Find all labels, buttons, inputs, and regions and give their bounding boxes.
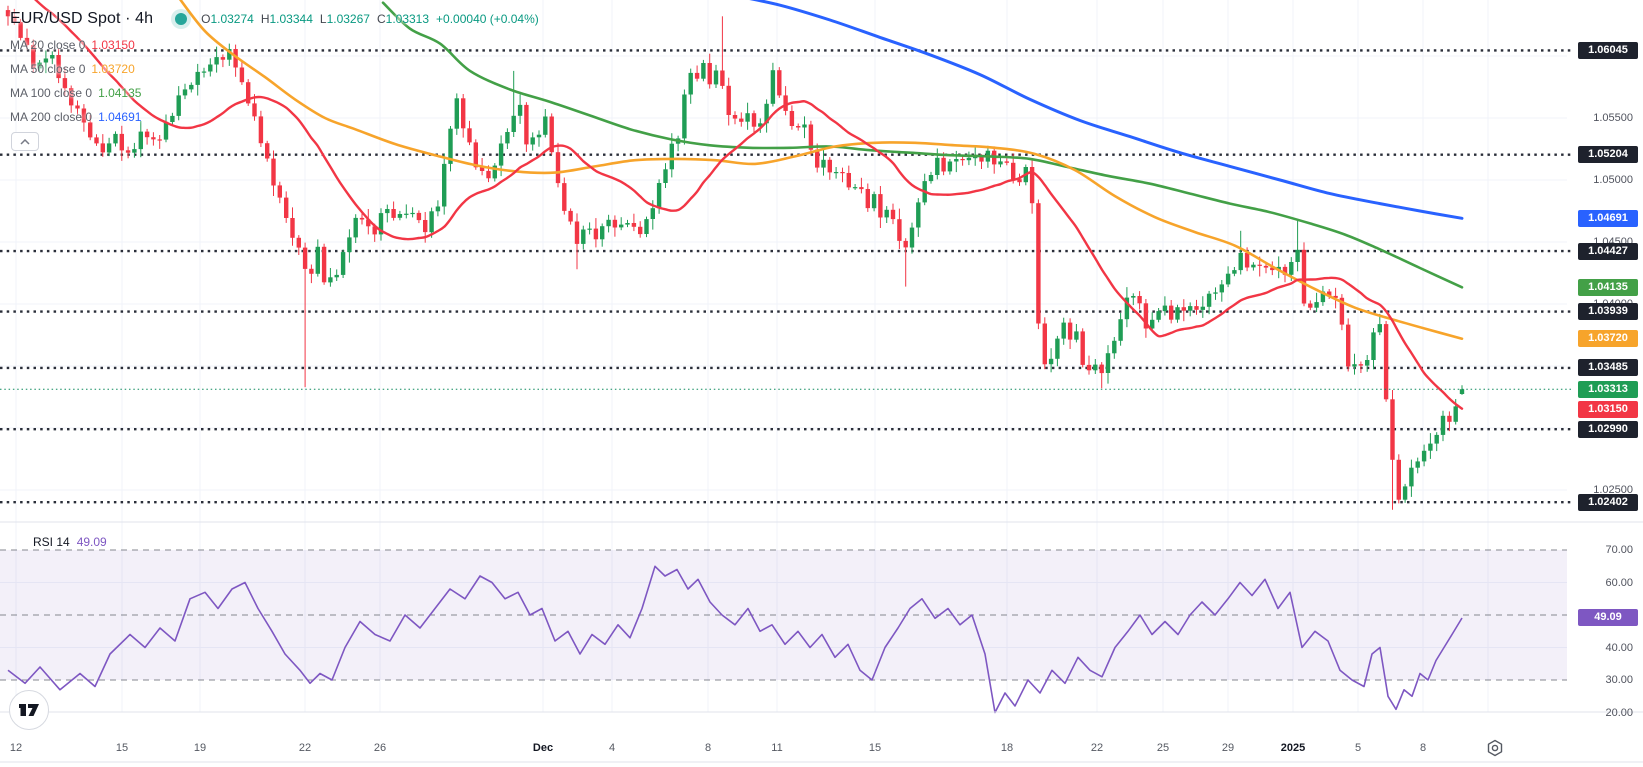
time-axis-label: 2025 [1280, 742, 1306, 754]
change-readout: +0.00040 (+0.04%) [436, 12, 539, 26]
rsi-axis-label: 70.00 [1605, 544, 1633, 556]
price-badge: 1.03485 [1578, 359, 1638, 376]
time-axis-label: 19 [193, 742, 207, 754]
time-axis-label: 22 [1090, 742, 1104, 754]
ma-200-line [749, 0, 1464, 220]
rsi-axis-label: 20.00 [1605, 707, 1633, 719]
time-axis-label: 8 [704, 742, 712, 754]
tradingview-logo[interactable] [9, 690, 49, 730]
time-axis-label: 15 [115, 742, 129, 754]
price-badge: 1.04691 [1578, 210, 1638, 227]
rsi-value-badge: 49.09 [1578, 609, 1638, 626]
price-badge: 1.03150 [1578, 401, 1638, 418]
time-axis-label: 29 [1221, 742, 1235, 754]
time-axis-label: 15 [868, 742, 882, 754]
time-axis[interactable]: 12 15 19 22 26 Dec 4 8 11 15 18 22 25 29 2025 5 8 [0, 712, 1643, 762]
gridlines [0, 0, 1567, 712]
ma-20-legend[interactable]: MA 20 close 0 1.03150 [10, 38, 135, 52]
rsi-axis-label: 60.00 [1605, 577, 1633, 589]
pane-dividers [0, 521, 1643, 763]
chevron-up-icon [20, 138, 30, 145]
ma-200-legend[interactable]: MA 200 close 0 1.04691 [10, 110, 142, 124]
price-badge: 1.04427 [1578, 243, 1638, 260]
time-axis-label: 18 [1000, 742, 1014, 754]
price-badge: 1.04135 [1578, 279, 1638, 296]
price-levels [0, 49, 1572, 504]
price-axis-label: 1.05000 [1593, 174, 1633, 186]
price-badge: 1.05204 [1578, 146, 1638, 163]
rsi-line [7, 565, 1463, 714]
price-badge: 1.02990 [1578, 421, 1638, 438]
moving-averages [34, 0, 1464, 410]
price-badge: 1.03313 [1578, 381, 1638, 398]
ohlc-readout: O1.03274 H1.03344 L1.03267 C1.03313 +0.00040… [201, 12, 539, 26]
price-badge: 1.03720 [1578, 330, 1638, 347]
price-badge: 1.06045 [1578, 42, 1638, 59]
legend-collapse-button[interactable] [11, 132, 39, 151]
rsi-band [0, 549, 1567, 681]
ma-50-legend[interactable]: MA 50 close 0 1.03720 [10, 62, 135, 76]
time-axis-label: 12 [9, 742, 23, 754]
tv-logo-icon [19, 703, 39, 716]
price-axis[interactable]: 1.055001.050001.045001.040001.0250070.00… [1573, 0, 1643, 762]
ma-100-line [381, 1, 1464, 289]
time-axis-label: 5 [1354, 742, 1362, 754]
rsi-axis-label: 30.00 [1605, 674, 1633, 686]
time-axis-label: 25 [1156, 742, 1170, 754]
axis-settings-gear-icon[interactable] [1486, 739, 1504, 762]
price-axis-label: 1.05500 [1593, 112, 1633, 124]
symbol-row: EUR/USD Spot · 4h O1.03274 H1.03344 L1.032… [10, 10, 546, 28]
time-axis-label: 4 [608, 742, 616, 754]
rsi-legend[interactable]: RSI 14 49.09 [33, 535, 107, 549]
price-badge: 1.02402 [1578, 494, 1638, 511]
time-axis-label: 8 [1419, 742, 1427, 754]
price-axis-label: 1.02500 [1593, 484, 1633, 496]
time-axis-label: 26 [373, 742, 387, 754]
time-axis-label: 22 [298, 742, 312, 754]
time-axis-label: 11 [771, 742, 783, 754]
rsi-axis-label: 40.00 [1605, 642, 1633, 654]
price-badge: 1.03939 [1578, 303, 1638, 320]
ma-100-legend[interactable]: MA 100 close 0 1.04135 [10, 86, 142, 100]
time-axis-label: Dec [532, 742, 554, 754]
market-status-icon [175, 13, 188, 25]
ma-50-line [178, 0, 1464, 340]
legend: EUR/USD Spot · 4h O1.03274 H1.03344 L1.032… [10, 10, 546, 124]
ma-20-line [34, 0, 1464, 410]
symbol-title[interactable]: EUR/USD Spot · 4h [10, 10, 154, 27]
